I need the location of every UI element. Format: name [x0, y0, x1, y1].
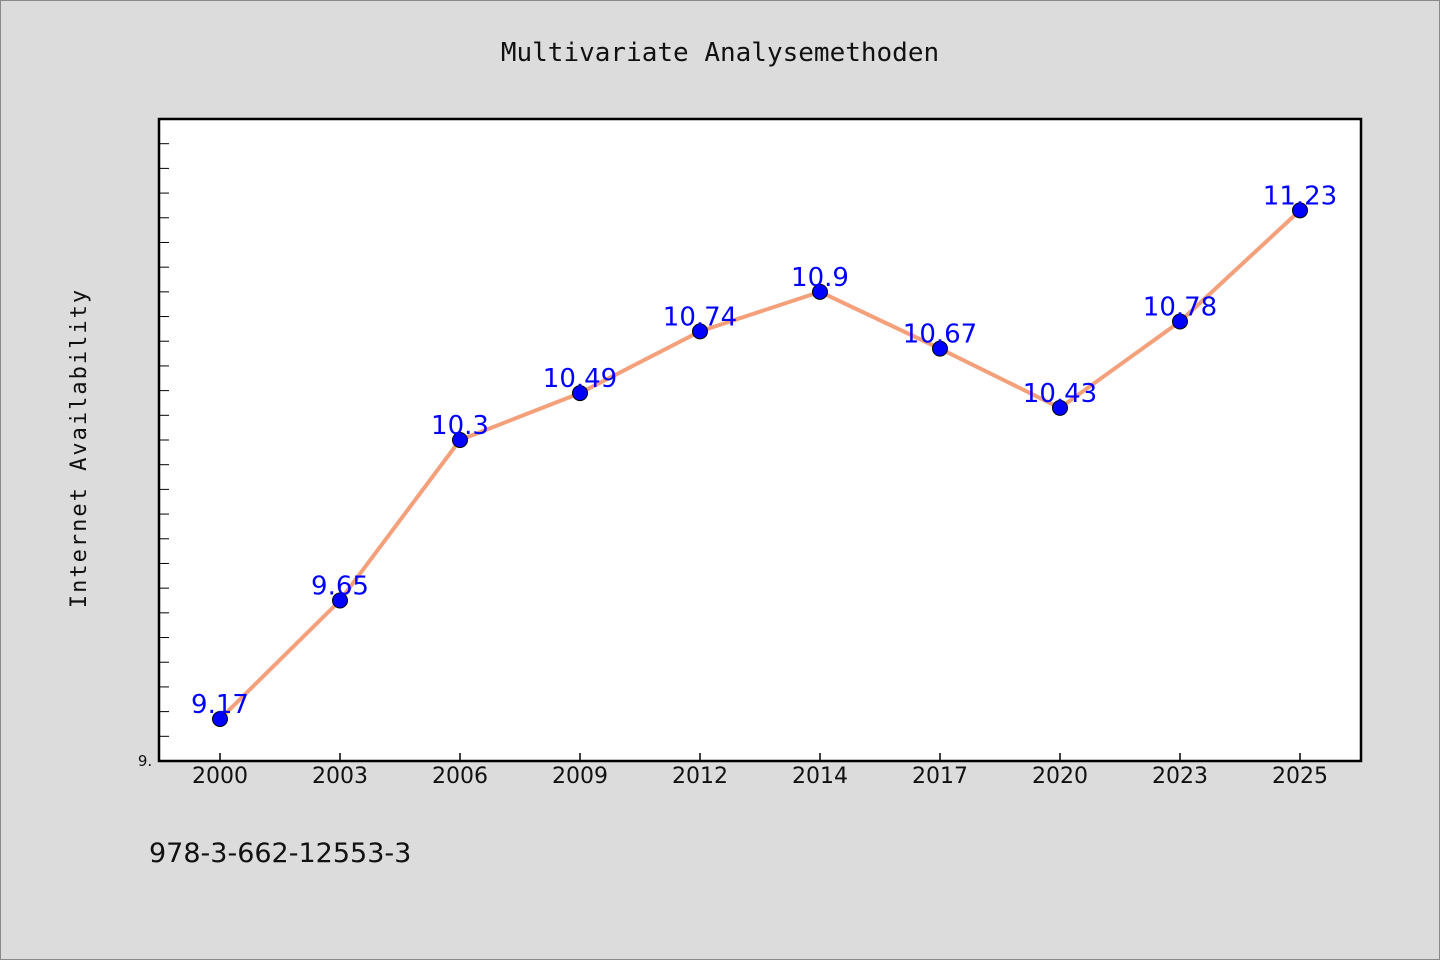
data-label: 10.78: [1143, 292, 1217, 322]
series-group: 9.17 9.65 10.3 10.49 10.74 10.9 10.67 10.43 10.7…: [191, 181, 1337, 728]
x-tick-label: 2017: [912, 764, 968, 789]
data-point: [1172, 313, 1188, 330]
data-label: 10.49: [543, 364, 617, 394]
data-label: 9.17: [191, 690, 249, 720]
x-tick-label: 2006: [432, 764, 488, 789]
isbn-footer: 978-3-662-12553-3: [149, 838, 411, 869]
plot-area: [157, 117, 1363, 763]
data-label: 10.74: [663, 302, 737, 332]
data-point: [212, 711, 228, 728]
chart-title: Multivariate Analysemethoden: [501, 38, 939, 68]
x-tick-label: 2014: [792, 764, 848, 789]
x-tick-label: 2020: [1032, 764, 1088, 789]
series-line: [218, 208, 1302, 721]
x-tick-label: 2000: [192, 764, 248, 789]
data-point: [692, 323, 708, 340]
x-axis-ticks: 2000 2003 2006 2009 2012 2014 2017 2020 2023 2025: [192, 753, 1328, 789]
data-label: 9.65: [311, 572, 369, 602]
data-label: 10.9: [791, 263, 849, 293]
data-point: [452, 432, 468, 448]
x-tick-label: 2009: [552, 764, 608, 789]
x-tick-label: 2025: [1272, 764, 1328, 789]
x-tick-label: 2003: [312, 764, 368, 789]
data-label: 10.67: [903, 320, 977, 350]
data-label: 11.23: [1263, 181, 1337, 211]
data-point: [932, 340, 948, 357]
x-tick-label: 2023: [1152, 764, 1208, 789]
data-point: [572, 385, 588, 402]
data-point: [332, 592, 348, 609]
y-axis-label: Internet Availability: [67, 288, 92, 608]
data-point: [1292, 202, 1308, 219]
x-tick-label: 2012: [672, 764, 728, 789]
y-axis-ticks: [159, 143, 169, 737]
data-point: [1052, 399, 1068, 416]
y-tick-label: 9.: [138, 752, 152, 770]
data-label: 10.3: [431, 411, 489, 441]
data-label: 10.43: [1023, 379, 1097, 409]
data-point: [812, 283, 828, 300]
